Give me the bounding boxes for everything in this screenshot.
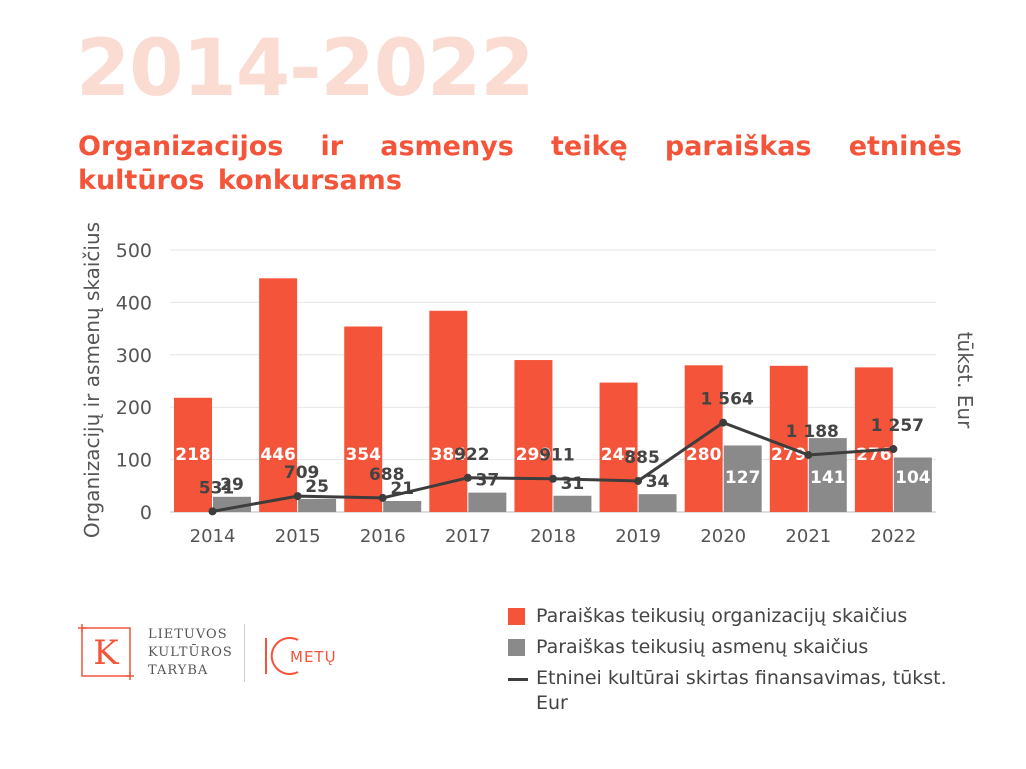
funding-label: 1 188 bbox=[786, 422, 839, 442]
y-tick-label: 200 bbox=[116, 397, 152, 419]
logo-text: LIETUVOS KULTŪROS TARYBA bbox=[148, 626, 233, 680]
y-tick-label: 400 bbox=[116, 292, 152, 314]
bar-organizations-label: 218 bbox=[175, 445, 211, 465]
bar-organizations bbox=[514, 360, 553, 512]
bar-persons bbox=[298, 498, 337, 512]
chart-legend: Paraiškas teikusių organizacijų skaičius… bbox=[508, 604, 978, 722]
y-axis-label-left: Organizacijų ir asmenų skaičius bbox=[80, 221, 104, 539]
bar-persons-label: 37 bbox=[475, 471, 499, 491]
legend-swatch-gray-icon bbox=[508, 639, 525, 656]
anniversary-10-icon: METŲ bbox=[265, 637, 337, 675]
bar-organizations-label: 446 bbox=[260, 445, 296, 465]
bar-organizations bbox=[344, 326, 383, 512]
logo-divider bbox=[244, 624, 245, 682]
bar-persons-label: 34 bbox=[646, 472, 670, 492]
x-tick-label: 2021 bbox=[785, 526, 831, 547]
y-tick-label: 0 bbox=[140, 502, 152, 524]
funding-label: 709 bbox=[284, 463, 320, 483]
bar-organizations bbox=[684, 365, 723, 512]
legend-item-organizations: Paraiškas teikusių organizacijų skaičius bbox=[508, 604, 978, 629]
anniversary-text: METŲ bbox=[290, 648, 337, 666]
bar-persons-label: 127 bbox=[725, 468, 761, 488]
funding-point bbox=[548, 474, 557, 483]
bar-organizations bbox=[599, 382, 638, 512]
bar-persons bbox=[468, 492, 507, 512]
funding-label: 688 bbox=[369, 465, 405, 485]
legend-swatch-orange-icon bbox=[508, 608, 525, 625]
legend-label-funding: Etninei kultūrai skirtas finansavimas, t… bbox=[536, 667, 947, 714]
logo-line-1: LIETUVOS bbox=[148, 627, 228, 642]
funding-label: 531 bbox=[199, 478, 235, 498]
x-tick-label: 2014 bbox=[190, 526, 236, 547]
bar-persons bbox=[723, 445, 762, 512]
bar-persons-label: 31 bbox=[561, 474, 585, 494]
bar-organizations-label: 354 bbox=[345, 445, 381, 465]
logo-line-2: KULTŪROS bbox=[148, 645, 233, 660]
funding-point bbox=[889, 445, 898, 454]
funding-point bbox=[463, 473, 472, 482]
x-tick-label: 2020 bbox=[700, 526, 746, 547]
bar-organizations bbox=[854, 367, 893, 512]
bar-persons bbox=[383, 500, 422, 512]
lkt-logo: K LIETUVOS KULTŪROS TARYBA METŲ bbox=[78, 624, 378, 684]
bar-organizations bbox=[769, 365, 808, 512]
bar-persons bbox=[553, 495, 592, 512]
funding-point bbox=[293, 492, 302, 501]
bar-organizations bbox=[174, 397, 212, 512]
y-tick-label: 300 bbox=[116, 345, 152, 367]
y-tick-label: 100 bbox=[116, 450, 152, 472]
bar-persons-label: 25 bbox=[305, 477, 329, 497]
bar-persons-label: 29 bbox=[220, 475, 244, 495]
bar-organizations-label: 290 bbox=[516, 445, 552, 465]
bar-organizations-label: 280 bbox=[686, 445, 722, 465]
y-tick-label: 500 bbox=[116, 240, 152, 262]
funding-label: 1 564 bbox=[701, 390, 754, 410]
logo-line-3: TARYBA bbox=[148, 663, 209, 678]
x-tick-label: 2015 bbox=[275, 526, 321, 547]
x-tick-label: 2016 bbox=[360, 526, 406, 547]
bar-persons bbox=[638, 494, 677, 512]
x-tick-label: 2022 bbox=[871, 526, 917, 547]
funding-point bbox=[719, 418, 728, 427]
funding-point bbox=[804, 450, 813, 459]
bar-persons bbox=[808, 438, 847, 512]
funding-label: 1 257 bbox=[871, 416, 924, 436]
legend-item-persons: Paraiškas teikusių asmenų skaičius bbox=[508, 635, 978, 660]
legend-label-organizations: Paraiškas teikusių organizacijų skaičius bbox=[536, 605, 908, 627]
bar-organizations-label: 247 bbox=[601, 445, 637, 465]
funding-point bbox=[208, 507, 217, 516]
legend-label-persons: Paraiškas teikusių asmenų skaičius bbox=[536, 636, 869, 658]
funding-point bbox=[634, 476, 643, 485]
bar-persons bbox=[893, 457, 932, 512]
bar-organizations-label: 384 bbox=[431, 445, 467, 465]
funding-label: 922 bbox=[454, 445, 490, 465]
funding-point bbox=[378, 493, 387, 502]
legend-swatch-line-icon bbox=[508, 678, 528, 681]
chart-title: Organizacijos ir asmenys teikę paraiškas… bbox=[78, 131, 962, 196]
funding-label: 911 bbox=[539, 446, 575, 466]
bar-organizations-label: 276 bbox=[856, 445, 892, 465]
big-year-heading: 2014-2022 bbox=[76, 24, 535, 114]
legend-item-funding: Etninei kultūrai skirtas finansavimas, t… bbox=[508, 666, 978, 716]
x-tick-label: 2017 bbox=[445, 526, 491, 547]
logo-letter: K bbox=[93, 633, 119, 673]
chart-canvas: 0100200300400500218292014446252015354212… bbox=[116, 240, 936, 547]
x-tick-label: 2019 bbox=[615, 526, 661, 547]
x-tick-label: 2018 bbox=[530, 526, 576, 547]
bar-persons-label: 104 bbox=[895, 468, 931, 488]
logo-emblem-icon: K bbox=[78, 624, 134, 680]
y-axis-label-right: tūkst. Eur bbox=[953, 331, 977, 429]
bar-persons-label: 141 bbox=[810, 468, 846, 488]
funding-label: 885 bbox=[624, 448, 660, 468]
bar-organizations bbox=[259, 278, 298, 512]
